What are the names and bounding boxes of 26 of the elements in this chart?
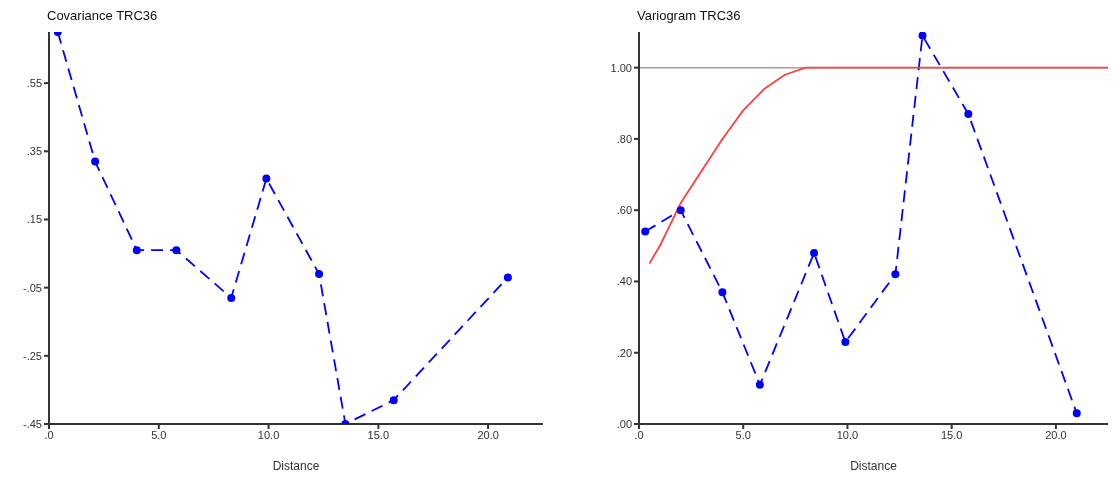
x-tick-label: .0	[634, 428, 644, 441]
chart-title: Variogram TRC36	[637, 8, 741, 23]
chart-title: Covariance TRC36	[47, 8, 158, 23]
y-tick-label: 1.00	[610, 61, 632, 74]
x-tick-label: 20.0	[1045, 428, 1067, 441]
y-tick-label: .55	[26, 77, 42, 90]
x-tick-label: .0	[44, 428, 54, 441]
y-tick-label: .60	[616, 204, 632, 217]
x-tick-label: 10.0	[836, 428, 859, 441]
y-tick-label: .40	[616, 275, 632, 288]
y-tick-label: .00	[616, 417, 632, 430]
y-tick-label: -.05	[23, 281, 42, 294]
y-tick-label: .35	[26, 145, 42, 158]
y-tick-label: .20	[616, 346, 632, 359]
x-axis-title: Distance	[850, 459, 898, 473]
y-tick-label: .80	[616, 132, 632, 145]
x-tick-label: 5.0	[151, 428, 167, 441]
x-tick-label: 5.0	[735, 428, 751, 441]
y-tick-label: .15	[26, 213, 42, 226]
x-tick-label: 15.0	[367, 428, 390, 441]
x-axis-title: Distance	[272, 459, 320, 473]
x-tick-label: 15.0	[940, 428, 963, 441]
x-tick-label: 10.0	[257, 428, 280, 441]
y-tick-label: -.25	[23, 349, 42, 362]
x-tick-label: 20.0	[477, 428, 499, 441]
y-tick-label: -.45	[23, 417, 42, 430]
